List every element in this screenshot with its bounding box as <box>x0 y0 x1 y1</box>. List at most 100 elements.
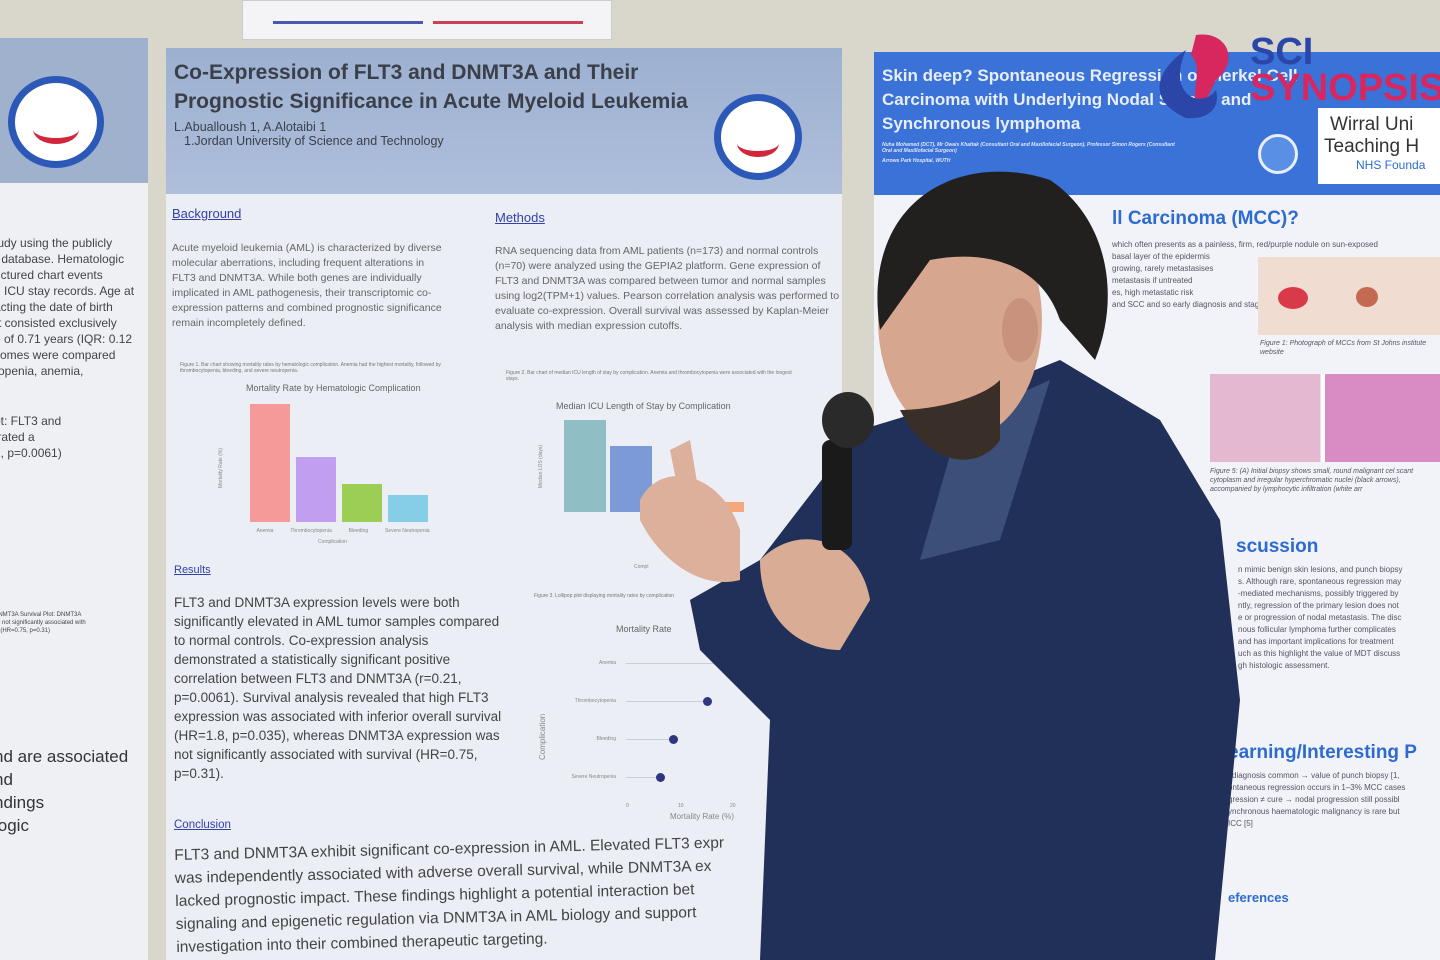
x-tick-label: Severe Neutropenia <box>385 528 430 534</box>
section-heading: eferences <box>1228 890 1289 905</box>
figure-caption: Figure 1: Photograph of MCCs from St Joh… <box>1260 340 1427 356</box>
text-line: gh histologic assessment. <box>1238 661 1330 670</box>
lollipop-stem <box>626 739 673 740</box>
text-line: -mediated mechanisms, possibly triggered… <box>1238 589 1399 598</box>
text-line: logic <box>0 816 29 835</box>
section-text: which often presents as a painless, firm… <box>1112 239 1440 311</box>
figure3-title: Mortality Rate <box>616 624 672 634</box>
text-line: nd <box>0 770 13 789</box>
poster-affiliation: 1.Jordan University of Science and Techn… <box>184 134 444 148</box>
poster-authors: L.Abualloush 1, A.Alotaibi 1 <box>174 120 327 134</box>
sci-synopsis-logo-mark <box>1146 30 1242 122</box>
text-line: d ICU stay records. Age at <box>0 284 135 298</box>
text-line: nous follicular lymphoma further complic… <box>1238 625 1396 634</box>
text-line: and has important implications for treat… <box>1238 637 1394 646</box>
top-sign <box>242 0 612 40</box>
results-heading: Results <box>174 564 211 576</box>
x-tick-label: Anemia <box>256 528 274 534</box>
right-poster-hospital: Arrowe Park Hospital, WUTH <box>882 158 951 164</box>
lollipop-point <box>668 735 678 744</box>
text-line: e or progression of nodal metastasis. Th… <box>1238 613 1402 622</box>
conclusion-heading: Conclusion <box>174 819 231 831</box>
y-tick-label: Thrombocytopenia <box>574 698 616 704</box>
text-line: gression ≠ cure → nodal progression stil… <box>1228 795 1400 804</box>
x-tick-label: 10 <box>678 803 684 809</box>
x-tick-label: 0 <box>626 803 629 809</box>
figure3-lollipop: Anemia Thrombocytopenia Bleeding Severe Neu… <box>546 648 772 818</box>
microphone <box>822 440 852 550</box>
lollipop-stem <box>626 663 772 664</box>
lollipop-stem <box>626 777 660 778</box>
figure1-bars <box>248 400 430 522</box>
section-heading: ll Carcinoma (MCC)? <box>1112 208 1299 229</box>
poster-header: Co-Expression of FLT3 and DNMT3A and The… <box>166 48 842 194</box>
text-line: DNMT3A Survival Plot: DNMT3A <box>0 612 82 618</box>
watermark-line1: SCI <box>1250 31 1314 73</box>
text-line: uch as this highlight the value of MDT d… <box>1238 649 1401 658</box>
figure3-xlabel: Mortality Rate (%) <box>670 812 735 821</box>
poster-title: Co-Expression of FLT3 and DNMT3A and The… <box>174 61 688 113</box>
text-line: ontaneous regression occurs in 1–3% MCC … <box>1228 783 1406 792</box>
right-poster-title: Skin deep? Spontaneous Regression of Mer… <box>882 66 1298 133</box>
text-line: es, high metastatic risk <box>1112 288 1194 297</box>
text-line: as not significantly associated with <box>0 620 86 626</box>
background-heading: Background <box>172 206 242 221</box>
text-line: ndings <box>0 793 45 812</box>
watermark-line2: SYNOPSIS <box>1250 67 1440 109</box>
figure1-xticks: Anemia Thrombocytopenia Bleeding Severe Neu… <box>248 528 438 534</box>
x-tick-label: Thrombocytopenia <box>290 528 332 534</box>
text-line: which often presents as a painless, firm… <box>1112 240 1378 249</box>
bar-severe-neutropenia <box>388 494 428 522</box>
text-line: tudy using the publicly <box>0 236 113 250</box>
background-text: Acute myeloid leukemia (AML) is characte… <box>172 242 442 329</box>
histology-images <box>1210 374 1440 462</box>
bar-thrombocytopenia <box>296 456 336 522</box>
trust-logo-box: Wirral Uni Teaching H NHS Founda <box>1318 108 1440 184</box>
text-line: ntly, regression of the primary lesion d… <box>1238 601 1399 610</box>
bar-bleeding <box>342 484 382 522</box>
lollipop-stem <box>626 701 707 702</box>
y-tick-label: Anemia <box>599 660 616 666</box>
methods-text: RNA sequencing data from AML patients (n… <box>495 245 840 332</box>
text-line: growing, rarely metastasises <box>1112 264 1214 273</box>
org-line2: Teaching H <box>1324 136 1420 157</box>
text-line: metastasis if untreated <box>1112 276 1193 285</box>
mcc-photographs <box>1258 257 1440 335</box>
section-text: n mimic benign skin lesions, and punch b… <box>1238 564 1440 672</box>
figure1-title: Mortality Rate by Hematologic Complicati… <box>246 383 421 393</box>
bar <box>564 420 606 512</box>
section-heading: scussion <box>1236 536 1319 557</box>
university-seal-logo <box>714 94 802 180</box>
lollipop-point <box>702 697 712 706</box>
org-line3: NHS Founda <box>1356 158 1426 172</box>
text-line: comes were compared <box>0 348 116 362</box>
text-line: rt consisted exclusively <box>0 316 117 330</box>
text-line: ot: FLT3 and <box>0 414 62 428</box>
right-poster-header: Skin deep? Spontaneous Regression of Mer… <box>874 52 1440 195</box>
magnifier-icon <box>1258 134 1298 174</box>
figure1-xlabel: Complication <box>318 539 347 545</box>
figure1-caption: Figure 1. Bar chart showing mortality ra… <box>180 362 441 374</box>
section-heading: earning/Interesting P <box>1228 742 1417 763</box>
y-tick-label: Bleeding <box>596 736 616 742</box>
text-line: e of 0.71 years (IQR: 0.12 <box>0 332 133 346</box>
results-text: FLT3 and DNMT3A expression levels were b… <box>174 595 502 781</box>
text-line: ynchronous haematologic malignancy is ra… <box>1228 807 1400 816</box>
main-poster: Co-Expression of FLT3 and DNMT3A and The… <box>166 48 842 960</box>
sci-synopsis-watermark: SCI SYNOPSIS <box>1250 31 1440 109</box>
left-poster: tudy using the publicly ) database. Hemat… <box>0 38 148 960</box>
text-line: and SCC and so early diagnosis and stagi… <box>1112 300 1312 309</box>
x-tick-label: 20 <box>730 803 736 809</box>
figure2-xlabel: Compl <box>634 564 649 570</box>
text-line: ICC [5] <box>1228 819 1253 828</box>
text-line: al (HR=0.75, p=0.31) <box>0 628 51 634</box>
org-line1: Wirral Uni <box>1330 114 1414 135</box>
text-line: ) database. Hematologic <box>0 252 125 266</box>
text-line: sdiagnosis common → value of punch biops… <box>1228 771 1400 780</box>
figure2-caption: Figure 2. Bar chart of median ICU length… <box>506 370 792 382</box>
text-line: basal layer of the epidermis <box>1112 252 1210 261</box>
figure2-bars <box>562 418 747 512</box>
lollipop-point <box>655 773 665 782</box>
text-line: acting the date of birth <box>0 300 113 314</box>
